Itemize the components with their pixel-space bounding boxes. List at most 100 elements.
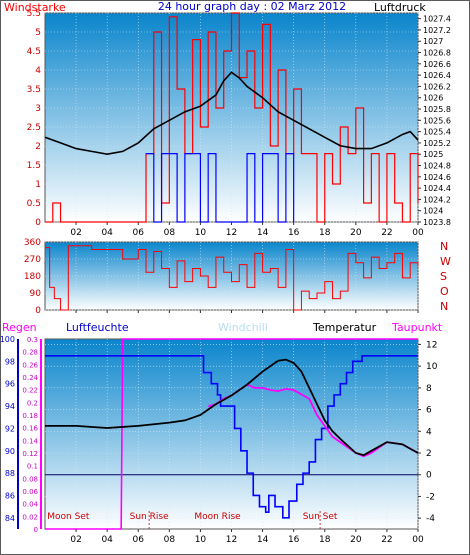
rain-tick-label: 0.02 bbox=[22, 513, 38, 521]
x-tick-label: 02 bbox=[70, 228, 81, 238]
direction-tick-label: 180 bbox=[24, 272, 41, 282]
x-tick-label: 16 bbox=[288, 228, 300, 238]
temp-tick-label: -4 bbox=[426, 514, 435, 524]
wind-tick-label: 4 bbox=[35, 66, 41, 76]
astro-event-label: Moon Rise bbox=[194, 512, 241, 522]
legend-taupunkt: Taupunkt bbox=[391, 321, 443, 334]
x-tick-label: 02 bbox=[70, 535, 81, 545]
humidity-tick-label: 86 bbox=[5, 491, 15, 500]
humidity-tick-label: 90 bbox=[5, 447, 15, 456]
rain-tick-label: 0.26 bbox=[22, 361, 38, 369]
wind-tick-label: 3.5 bbox=[27, 85, 41, 95]
temp-tick-label: 6 bbox=[426, 406, 432, 416]
direction-tick-label: 0 bbox=[35, 306, 41, 316]
temp-tick-label: 4 bbox=[426, 427, 432, 437]
humidity-tick-label: 100 bbox=[0, 335, 15, 344]
panel2-series bbox=[45, 245, 419, 311]
astro-event-label: Moon Set bbox=[47, 512, 90, 522]
x-tick-label: 14 bbox=[257, 228, 269, 238]
pressure-tick-label: 1026 bbox=[423, 94, 443, 103]
pressure-tick-label: 1026.6 bbox=[423, 60, 451, 69]
pressure-tick-label: 1025.2 bbox=[423, 139, 451, 148]
wind-gust-line bbox=[146, 153, 295, 223]
x-tick-label: 16 bbox=[288, 535, 300, 545]
legend-regen: Regen bbox=[2, 321, 37, 334]
pressure-tick-label: 1025.8 bbox=[423, 105, 451, 114]
wind-tick-label: 2 bbox=[35, 142, 41, 152]
pressure-tick-label: 1025.4 bbox=[423, 128, 451, 137]
x-tick-label: 22 bbox=[381, 535, 392, 545]
x-tick-label: 18 bbox=[319, 535, 331, 545]
wind-tick-label: 0 bbox=[35, 218, 41, 228]
temp-tick-label: 8 bbox=[426, 384, 432, 394]
legend-windchill: Windchill bbox=[218, 321, 268, 334]
panel3-background bbox=[44, 338, 419, 530]
x-tick-label: 04 bbox=[101, 535, 113, 545]
temp-tick-label: 2 bbox=[426, 449, 432, 459]
panel1-right-axis: 1023.8 1024 1024.2 1024.4 1024.6 1024.8 1025 10… bbox=[418, 15, 451, 227]
humidity-tick-label: 92 bbox=[5, 424, 15, 433]
rain-tick-label: 0.24 bbox=[22, 374, 38, 382]
wind-tick-label: 4.5 bbox=[27, 47, 41, 57]
wind-tick-label: 0.5 bbox=[27, 199, 41, 209]
direction-tick-label: 90 bbox=[30, 289, 42, 299]
rain-tick-label: 0.3 bbox=[27, 336, 38, 344]
pressure-tick-label: 1024.8 bbox=[423, 162, 451, 171]
rain-tick-label: 0.06 bbox=[22, 488, 38, 496]
x-tick-label: 04 bbox=[101, 228, 113, 238]
compass-letter: N bbox=[440, 240, 448, 253]
panel1-left-axis: 0 0.5 1 1.5 2 2.5 3 3.5 4 4.5 5 5.5 bbox=[27, 9, 42, 228]
rain-tick-label: 0.2 bbox=[27, 399, 38, 407]
rain-tick-label: 0.18 bbox=[22, 412, 38, 420]
temperature-humidity-panel: 0 0.02 0.04 0.06 0.08 0.1 0.12 0.14 0.16 0.18 0.2 0… bbox=[0, 335, 438, 545]
x-tick-label: 20 bbox=[350, 535, 362, 545]
x-tick-label: 06 bbox=[133, 228, 145, 238]
pressure-tick-label: 1026.2 bbox=[423, 82, 451, 91]
panel3-series bbox=[45, 338, 419, 530]
pressure-tick-label: 1024.6 bbox=[423, 173, 451, 182]
pressure-tick-label: 1024.4 bbox=[423, 184, 451, 193]
x-tick-label: 22 bbox=[381, 228, 392, 238]
pressure-tick-label: 1026.4 bbox=[423, 71, 451, 80]
wind-tick-label: 5 bbox=[35, 28, 41, 38]
pressure-tick-label: 1027.2 bbox=[423, 26, 451, 35]
x-tick-label: 00 bbox=[412, 535, 424, 545]
pressure-tick-label: 1025 bbox=[423, 150, 443, 159]
wind-tick-label: 1.5 bbox=[27, 161, 41, 171]
direction-tick-label: 360 bbox=[24, 238, 41, 248]
legend-temperatur: Temperatur bbox=[312, 321, 377, 334]
humidity-tick-label: 94 bbox=[5, 402, 15, 411]
x-tick-label: 14 bbox=[257, 535, 269, 545]
direction-tick-label: 270 bbox=[24, 255, 41, 265]
temp-tick-label: 12 bbox=[426, 340, 437, 350]
rain-tick-label: 0.1 bbox=[27, 463, 38, 471]
wind-direction-line bbox=[45, 245, 419, 311]
humidity-tick-label: 96 bbox=[5, 380, 15, 389]
panel3-x-axis: 02 04 06 08 10 12 14 16 18 20 22 00 bbox=[70, 529, 424, 545]
x-tick-label: 08 bbox=[164, 535, 176, 545]
compass-letter: W bbox=[440, 255, 451, 268]
panel1-series bbox=[44, 12, 419, 223]
pressure-tick-label: 1027 bbox=[423, 37, 443, 46]
x-tick-label: 10 bbox=[195, 228, 207, 238]
rain-tick-label: 0.12 bbox=[22, 450, 38, 458]
compass-letter: O bbox=[440, 285, 449, 298]
legend-luftfeuchte: Luftfeuchte bbox=[66, 321, 129, 334]
wind-pressure-panel: 0 0.5 1 1.5 2 2.5 3 3.5 4 4.5 5 5.5 1023.8 1024 1024.… bbox=[27, 9, 451, 238]
pressure-tick-label: 1024 bbox=[423, 207, 443, 216]
temp-tick-label: 10 bbox=[426, 362, 438, 372]
temperature-line bbox=[45, 358, 419, 457]
rain-tick-label: 0.04 bbox=[22, 501, 38, 509]
x-tick-label: 12 bbox=[226, 535, 237, 545]
temperature-axis: -4 -2 0 2 4 6 8 10 12 bbox=[418, 340, 438, 524]
humidity-axis: 84 86 88 90 92 94 96 98 100 bbox=[0, 335, 19, 529]
x-tick-label: 20 bbox=[350, 228, 362, 238]
wind-tick-label: 2.5 bbox=[27, 123, 41, 133]
rain-tick-label: 0.28 bbox=[22, 349, 38, 357]
panel1-x-axis: 02 04 06 08 10 12 14 16 18 20 22 00 bbox=[70, 222, 424, 238]
temp-tick-label: 0 bbox=[426, 471, 432, 481]
humidity-tick-label: 88 bbox=[5, 469, 15, 478]
